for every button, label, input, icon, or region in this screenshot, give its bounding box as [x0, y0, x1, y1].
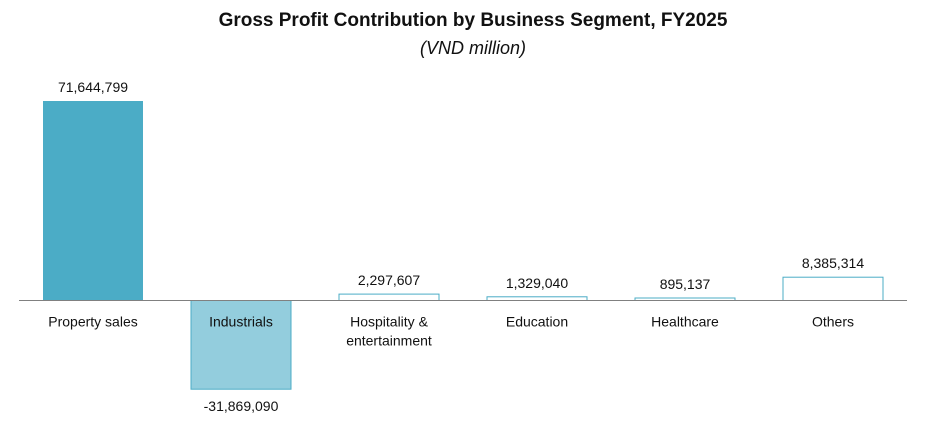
category-label-line: entertainment: [346, 333, 432, 349]
category-label-0: Property sales: [48, 314, 137, 330]
bar-0: [43, 101, 143, 301]
category-label-line: Hospitality &: [350, 314, 428, 330]
category-label-5: Others: [812, 314, 854, 330]
chart-title: Gross Profit Contribution by Business Se…: [218, 10, 728, 31]
category-label-1: Industrials: [209, 314, 273, 330]
data-label-5: 8,385,314: [802, 255, 864, 271]
category-label-line: Education: [506, 314, 568, 330]
category-label-3: Education: [506, 314, 568, 330]
category-label-line: Property sales: [48, 314, 137, 330]
labels-group: 71,644,799 Property sales -31,869,090 Indus…: [48, 79, 864, 414]
category-label-4: Healthcare: [651, 314, 719, 330]
chart-subtitle: (VND million): [419, 38, 526, 58]
data-label-3: 1,329,040: [506, 275, 568, 291]
bar-3: [486, 296, 588, 301]
data-label-2: 2,297,607: [358, 272, 420, 288]
data-label-0: 71,644,799: [58, 79, 128, 95]
category-label-line: Industrials: [209, 314, 273, 330]
data-label-4: 895,137: [660, 276, 711, 292]
bar-1: [190, 300, 292, 390]
category-label-2: Hospitality & entertainment: [346, 314, 432, 349]
bars-group: [43, 101, 884, 390]
bar-2: [338, 293, 440, 302]
category-label-line: Others: [812, 314, 854, 330]
bar-5: [782, 276, 884, 302]
data-label-1: -31,869,090: [204, 398, 279, 414]
category-label-line: Healthcare: [651, 314, 719, 330]
